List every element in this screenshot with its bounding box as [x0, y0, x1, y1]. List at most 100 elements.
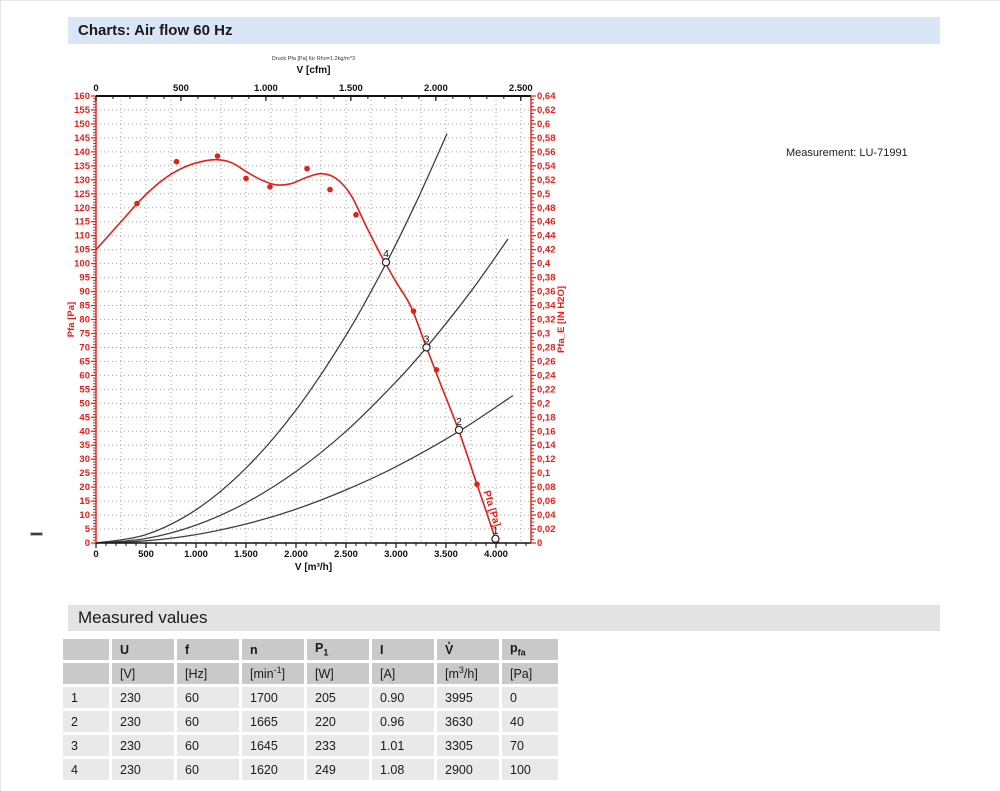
load-point-marker: [422, 343, 431, 352]
table-data-cell: 205: [307, 687, 369, 708]
table-data-cell: 249: [307, 759, 369, 780]
table-data-cell: 1700: [242, 687, 304, 708]
right-axis-tick-label: 0,2: [537, 398, 550, 409]
left-axis-tick-label: 110: [75, 231, 90, 242]
left-axis-tick-label: 20: [79, 482, 90, 493]
system-resistance-curve-2: [95, 238, 509, 544]
load-point-marker: [381, 258, 391, 267]
table-header-cell: U: [112, 639, 174, 660]
page-title-bar: Charts: Air flow 60 Hz: [68, 17, 940, 44]
right-axis-title: Pfa_E [IN H2O]: [556, 286, 567, 353]
top-axis-tick-label: 2.000: [424, 83, 448, 94]
table-data-cell: 100: [502, 759, 558, 780]
table-data-cell: 60: [177, 759, 239, 780]
left-axis-tick-label: 40: [79, 426, 90, 437]
page-title: Charts: Air flow 60 Hz: [78, 22, 233, 39]
table-data-cell: 230: [112, 735, 174, 756]
left-axis-tick-label: 130: [74, 175, 90, 186]
measured-sample-dot: [267, 183, 273, 190]
system-resistance-curve-1: [95, 133, 448, 544]
bottom-axis-tick-label: 2.500: [334, 549, 358, 560]
right-axis-tick-label: 0,14: [537, 440, 556, 451]
right-axis-tick-label: 0,62: [537, 105, 556, 116]
right-axis-tick-label: 0,44: [537, 231, 556, 242]
left-axis-title: Pfa [Pa]: [66, 302, 77, 337]
bottom-axis-tick-label: 2.000: [284, 549, 308, 560]
left-axis-tick-label: 60: [79, 370, 90, 381]
left-axis-tick-label: 65: [79, 356, 90, 367]
right-axis-tick-label: 0,22: [537, 384, 556, 395]
table-data-cell: 1.01: [372, 735, 434, 756]
measured-sample-dot: [327, 186, 333, 193]
right-axis-tick-label: 0,12: [537, 454, 556, 465]
table-data-cell: 3: [63, 735, 109, 756]
measured-sample-dot: [304, 165, 310, 172]
table-unit-cell: [min-1]: [242, 663, 304, 684]
left-axis-tick-label: 15: [79, 496, 90, 507]
right-axis-tick-label: 0,56: [537, 147, 556, 158]
table-data-row: 1 230 60 1700 205 0.90 3995 0: [63, 687, 558, 708]
right-axis-tick-label: 0,32: [537, 315, 556, 326]
bottom-axis-tick-label: 1.000: [184, 549, 208, 560]
left-axis-tick-label: 90: [79, 287, 90, 298]
right-axis-tick-label: 0,52: [537, 175, 556, 186]
table-unit-row: [V] [Hz] [min-1] [W] [A] [m3/h] [Pa]: [63, 663, 558, 684]
left-axis-tick-label: 150: [74, 119, 90, 130]
right-axis-tick-label: 0,08: [537, 482, 556, 493]
left-axis-tick-label: 160: [74, 91, 90, 102]
left-axis-tick-label: 30: [79, 454, 90, 465]
table-data-cell: 0.96: [372, 711, 434, 732]
load-point-marker: [454, 425, 464, 435]
table-unit-cell: [W]: [307, 663, 369, 684]
right-axis-tick-label: 0,18: [537, 412, 556, 423]
table-header-cell: [63, 639, 109, 660]
table-data-cell: 1645: [242, 735, 304, 756]
table-data-cell: 1665: [242, 711, 304, 732]
right-axis-tick-label: 0,54: [537, 161, 556, 172]
left-axis-tick-label: 140: [74, 147, 90, 158]
air-flow-pressure-curve: [95, 158, 500, 544]
measured-values-title: Measured values: [78, 608, 208, 627]
load-point-number: 2: [456, 416, 462, 428]
right-axis-tick-label: 0,16: [537, 426, 556, 437]
left-axis-tick-label: 45: [79, 412, 90, 423]
table-data-row: 2 230 60 1665 220 0.96 3630 40: [63, 711, 558, 732]
left-axis-tick-label: 135: [74, 161, 91, 172]
right-axis-tick-label: 0,24: [537, 370, 556, 381]
left-axis-tick-label: 5: [85, 524, 91, 535]
table-data-cell: 4: [63, 759, 109, 780]
table-data-cell: 60: [177, 735, 239, 756]
right-axis-tick-label: 0,42: [537, 245, 556, 256]
table-data-row: 3 230 60 1645 233 1.01 3305 70: [63, 735, 558, 756]
right-axis-tick-label: 0,4: [537, 259, 551, 270]
table-data-cell: 1.08: [372, 759, 434, 780]
measured-sample-dot: [134, 200, 140, 207]
measured-sample-dot: [474, 481, 480, 488]
bottom-axis-tick-label: 1.500: [234, 549, 258, 560]
top-axis-tick-label: 1.000: [254, 83, 278, 94]
airflow-chart-svg: 1 2 3 4 Pfa [Pa] 0 5 10 15 20 25 30 35 40 45 50 55 60 65 70…: [66, 56, 567, 573]
table-data-cell: 70: [502, 735, 558, 756]
table-data-cell: 60: [177, 711, 239, 732]
table-data-cell: 3630: [437, 711, 499, 732]
table-unit-cell: [63, 663, 109, 684]
load-point-number: 3: [424, 333, 430, 345]
table-header-cell: pfa: [502, 639, 558, 660]
load-point-number: 1: [493, 525, 499, 537]
system-resistance-curve-3: [95, 394, 514, 544]
table-unit-cell: [V]: [112, 663, 174, 684]
measured-sample-dot: [173, 158, 180, 165]
top-axis-tick-label: 2.500: [509, 83, 533, 94]
right-axis-tick-label: 0,6: [537, 119, 550, 130]
table-data-cell: 3995: [437, 687, 499, 708]
measured-sample-dot: [410, 308, 417, 314]
left-axis-tick-label: 0: [85, 538, 90, 549]
right-axis-tick-label: 0,5: [537, 189, 551, 200]
top-axis-tick-label: 0: [93, 83, 98, 94]
left-axis-tick-label: 155: [74, 105, 91, 116]
left-axis-tick-label: 70: [79, 342, 90, 353]
load-point-number: 4: [383, 248, 389, 260]
right-axis-tick-label: 0,36: [537, 287, 556, 298]
